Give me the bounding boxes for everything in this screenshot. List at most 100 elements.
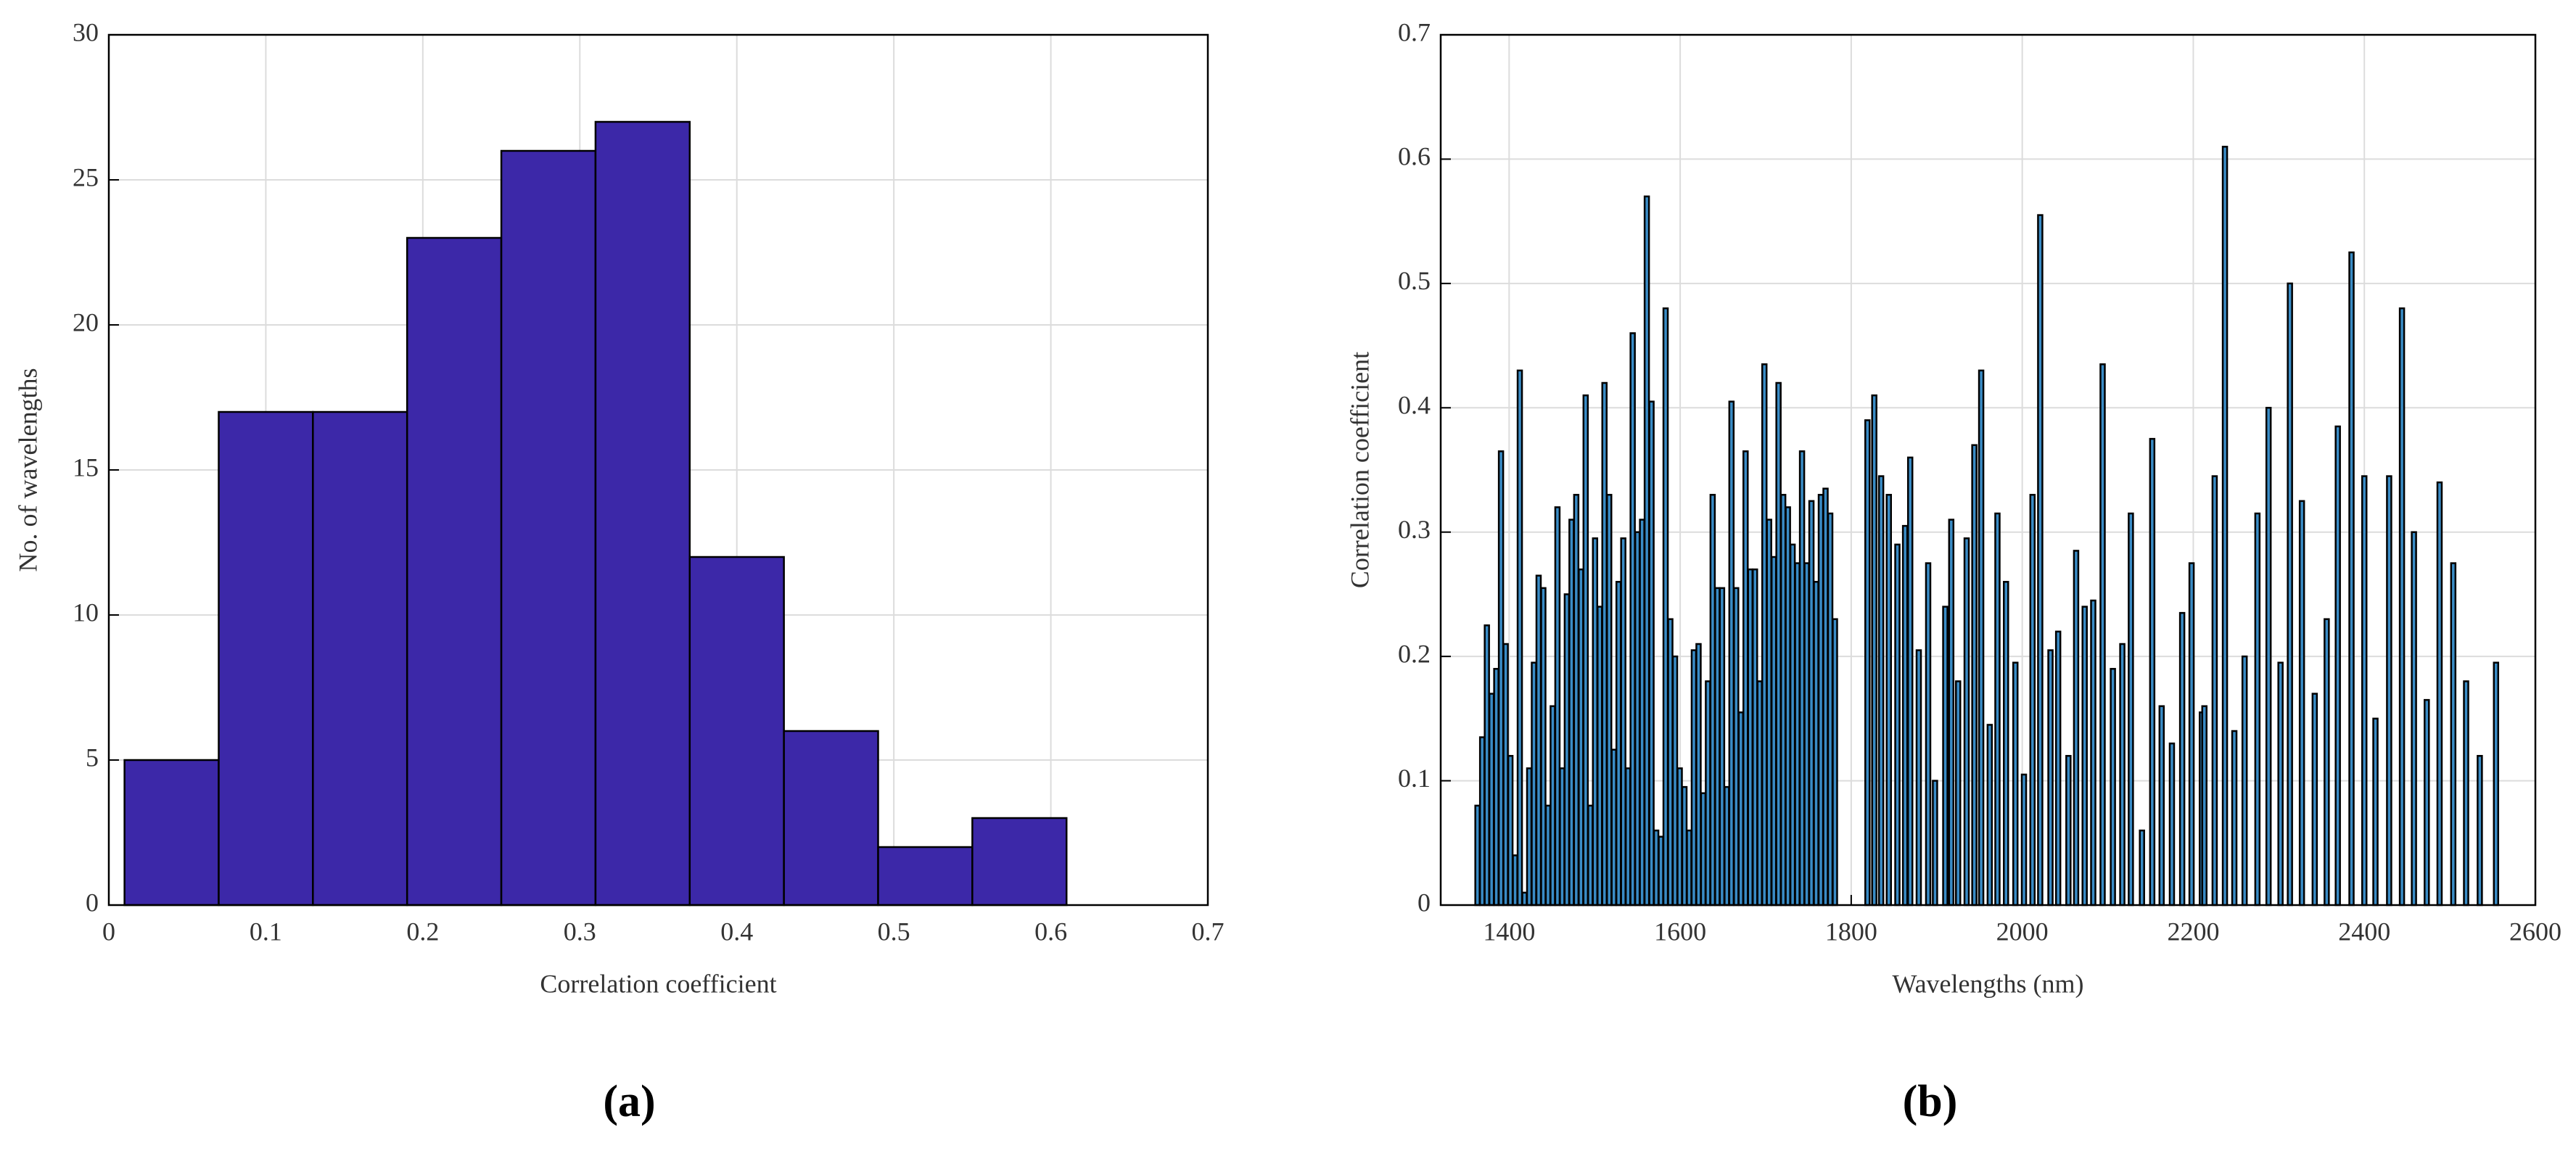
x-tick-label: 1800 — [1825, 917, 1877, 946]
bar — [1676, 767, 1683, 907]
y-tick-label: 15 — [73, 453, 99, 482]
bar — [1493, 668, 1499, 907]
bar — [1742, 450, 1749, 907]
bar — [1488, 693, 1495, 907]
bar — [1521, 891, 1528, 907]
bar — [1948, 519, 1955, 907]
bar — [2311, 693, 2318, 907]
bar — [2398, 307, 2406, 907]
histogram-bar — [312, 410, 408, 907]
bar — [2411, 531, 2417, 907]
x-tick-label: 0.3 — [564, 917, 596, 946]
y-tick-label: 0 — [1417, 888, 1431, 917]
y-axis-label: No. of wavelengths — [13, 368, 42, 572]
bar — [1578, 568, 1584, 907]
bar — [2424, 698, 2430, 907]
bar — [2110, 668, 2116, 907]
bar — [1592, 537, 1599, 907]
bar — [1751, 568, 1758, 907]
bar — [1502, 643, 1509, 907]
histogram-bar — [594, 120, 691, 907]
bar — [1971, 444, 1978, 907]
bar — [1915, 649, 1922, 907]
bar — [2081, 606, 2088, 907]
bar — [1671, 655, 1679, 907]
bar — [1700, 792, 1707, 907]
bar — [1728, 400, 1735, 907]
bar — [1761, 363, 1768, 907]
bar — [2029, 494, 2036, 907]
bar — [2178, 611, 2186, 907]
bar — [1709, 494, 1716, 907]
bar — [1531, 661, 1537, 907]
histogram-bar — [971, 817, 1068, 907]
bar — [1803, 562, 1810, 907]
bar — [1724, 785, 1730, 907]
bar — [1808, 500, 1815, 907]
bar — [1573, 494, 1580, 907]
bar — [1942, 606, 1949, 907]
bar — [2477, 755, 2483, 907]
bar — [1550, 705, 1556, 907]
bar — [2099, 363, 2106, 907]
bar — [2119, 643, 2126, 907]
y-tick-label: 0.5 — [1398, 266, 1431, 295]
bar — [1954, 680, 1962, 907]
bar — [1497, 450, 1505, 907]
bar — [1615, 581, 1622, 907]
bar — [2090, 599, 2096, 907]
bar — [1705, 680, 1711, 907]
y-tick-label: 0 — [86, 888, 99, 917]
panel-label: (a) — [603, 1077, 655, 1126]
x-tick-label: 0.4 — [720, 917, 753, 946]
histogram-bar — [688, 556, 785, 907]
x-tick-label: 0.6 — [1034, 917, 1067, 946]
bar — [1871, 394, 1877, 907]
bar — [1719, 587, 1726, 907]
bar — [1474, 804, 1481, 907]
histogram-bar — [500, 149, 597, 907]
bar — [1568, 519, 1575, 907]
x-tick-label: 2000 — [1996, 917, 2049, 946]
bar — [1620, 537, 1626, 907]
bar — [2361, 475, 2368, 907]
bar — [1643, 195, 1650, 907]
y-tick-label: 0.4 — [1398, 391, 1431, 420]
bar — [1775, 381, 1782, 907]
bar — [2221, 146, 2229, 907]
bar — [1817, 494, 1824, 907]
bar — [1864, 419, 1871, 907]
bar — [2277, 661, 2284, 907]
y-tick-label: 0.7 — [1398, 17, 1431, 46]
bar — [2003, 581, 2009, 907]
bar — [1789, 543, 1796, 907]
bar — [1624, 767, 1631, 907]
bar — [1877, 475, 1885, 907]
bar — [1906, 456, 1914, 907]
bar — [1756, 680, 1763, 907]
bar — [2054, 630, 2062, 907]
bar — [1695, 643, 1702, 907]
y-tick-label: 10 — [73, 598, 99, 627]
bar — [2324, 618, 2330, 907]
bar — [1827, 512, 1834, 907]
x-tick-label: 0.7 — [1192, 917, 1225, 946]
y-tick-label: 0.3 — [1398, 515, 1431, 544]
x-tick-label: 1400 — [1483, 917, 1535, 946]
bar — [2012, 661, 2019, 907]
bar — [1478, 736, 1486, 907]
bar — [2372, 717, 2379, 907]
y-tick-label: 0.1 — [1398, 764, 1431, 793]
bar — [2450, 562, 2457, 907]
bar — [1582, 394, 1589, 907]
bar — [2241, 655, 2248, 907]
bar — [1540, 587, 1547, 907]
histogram-bar — [877, 846, 974, 907]
bar — [1986, 724, 1993, 907]
bar — [1794, 562, 1801, 907]
x-tick-label: 2600 — [2509, 917, 2561, 946]
bar — [2334, 425, 2341, 907]
bar — [1544, 804, 1552, 907]
bar — [2265, 407, 2272, 907]
bar — [1901, 524, 1909, 907]
